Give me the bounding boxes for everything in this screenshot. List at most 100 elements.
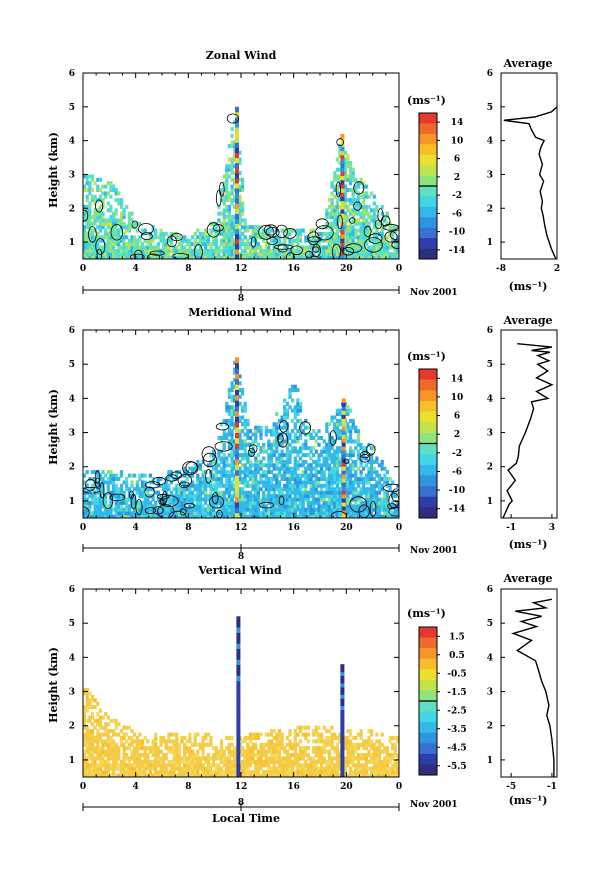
heatmap-cell bbox=[191, 770, 195, 775]
heatmap-cell bbox=[317, 436, 321, 440]
heatmap-cell bbox=[306, 432, 310, 437]
heatmap-cell bbox=[177, 746, 181, 751]
heatmap-cell bbox=[283, 439, 287, 444]
heatmap-cell bbox=[138, 500, 142, 505]
heatmap-cell bbox=[109, 756, 113, 761]
heatmap-cell bbox=[254, 507, 258, 512]
heatmap-cell bbox=[130, 773, 134, 777]
heatmap-cell bbox=[293, 436, 297, 440]
heatmap-cell bbox=[275, 753, 279, 758]
heatmap-cell bbox=[367, 215, 371, 219]
heatmap-cell bbox=[227, 394, 231, 399]
heatmap-cell bbox=[109, 242, 113, 247]
heatmap-cell bbox=[272, 753, 276, 758]
heatmap-cell bbox=[309, 446, 313, 451]
heatmap-cell bbox=[138, 504, 142, 509]
heatmap-cell bbox=[219, 739, 224, 744]
heatmap-cell bbox=[320, 753, 324, 758]
heatmap-cell bbox=[196, 759, 200, 764]
heatmap-cell bbox=[298, 483, 303, 488]
heatmap-cell bbox=[372, 487, 376, 492]
heatmap-cell bbox=[325, 729, 329, 734]
heatmap-cell bbox=[277, 514, 282, 518]
heatmap-cell bbox=[98, 746, 102, 751]
heatmap-cell bbox=[138, 245, 142, 250]
heatmap-cell bbox=[233, 248, 237, 253]
heatmap-cell bbox=[356, 449, 361, 454]
heatmap-cell bbox=[235, 501, 239, 508]
heatmap-cell bbox=[291, 497, 295, 502]
heatmap-cell bbox=[275, 425, 279, 430]
heatmap-cell bbox=[85, 215, 89, 219]
heatmap-cell bbox=[322, 514, 326, 518]
heatmap-cell bbox=[312, 242, 316, 247]
heatmap-cell bbox=[343, 191, 347, 196]
heatmap-cell bbox=[130, 739, 134, 744]
heatmap-cell bbox=[251, 470, 255, 475]
heatmap-cell bbox=[198, 756, 203, 761]
heatmap-cell bbox=[375, 238, 379, 243]
heatmap-cell bbox=[349, 225, 353, 230]
heatmap-cell bbox=[167, 248, 171, 253]
heatmap-cell bbox=[270, 514, 274, 518]
heatmap-cell bbox=[296, 497, 300, 502]
heatmap-cell bbox=[293, 507, 297, 512]
heatmap-cell bbox=[117, 746, 121, 751]
heatmap-cell bbox=[396, 511, 399, 516]
heatmap-cell bbox=[243, 770, 247, 775]
heatmap-cell bbox=[230, 759, 234, 764]
heatmap-cell bbox=[248, 773, 253, 777]
heatmap-cell bbox=[233, 514, 237, 518]
heatmap-cell bbox=[230, 238, 234, 243]
heatmap-cell bbox=[230, 405, 234, 410]
heatmap-cell bbox=[349, 490, 353, 495]
heatmap-cell bbox=[267, 255, 271, 259]
heatmap-cell bbox=[335, 494, 339, 499]
heatmap-cell bbox=[217, 228, 221, 233]
heatmap-cell bbox=[380, 477, 384, 481]
heatmap-cell bbox=[98, 228, 102, 233]
heatmap-cell bbox=[341, 414, 346, 419]
heatmap-cell bbox=[241, 429, 245, 434]
heatmap-cell bbox=[267, 231, 271, 236]
heatmap-cell bbox=[354, 500, 358, 505]
heatmap-cell bbox=[238, 432, 242, 437]
heatmap-cell bbox=[238, 198, 242, 203]
heatmap-cell bbox=[335, 766, 339, 771]
heatmap-cell bbox=[143, 746, 147, 751]
heatmap-cell bbox=[314, 255, 318, 259]
heatmap-cell bbox=[285, 248, 289, 253]
heatmap-cell bbox=[325, 255, 329, 259]
heatmap-cell bbox=[227, 463, 231, 468]
heatmap-cell bbox=[114, 252, 118, 257]
heatmap-cell bbox=[280, 490, 284, 495]
heatmap-cell bbox=[180, 497, 184, 502]
heatmap-cell bbox=[283, 766, 287, 771]
heatmap-cell bbox=[241, 494, 245, 499]
heatmap-cell bbox=[351, 453, 355, 458]
heatmap-cell bbox=[267, 456, 271, 461]
heatmap-cell bbox=[296, 429, 300, 434]
heatmap-cell bbox=[293, 425, 297, 430]
heatmap-cell bbox=[320, 746, 324, 751]
heatmap-cell bbox=[191, 242, 195, 247]
heatmap-cell bbox=[159, 255, 163, 259]
heatmap-cell bbox=[241, 177, 245, 182]
heatmap-cell bbox=[256, 770, 260, 775]
heatmap-cell bbox=[85, 507, 89, 512]
heatmap-cell bbox=[349, 248, 353, 253]
panel-title: Meridional Wind bbox=[188, 306, 292, 319]
heatmap-cell bbox=[301, 442, 305, 447]
colorbar-swatch bbox=[419, 400, 437, 412]
heatmap-cell bbox=[85, 218, 89, 223]
heatmap-cell bbox=[230, 418, 234, 423]
heatmap-cell bbox=[93, 470, 97, 475]
heatmap-cell bbox=[288, 742, 292, 747]
heatmap-cell bbox=[317, 739, 321, 744]
heatmap-cell bbox=[140, 504, 145, 509]
heatmap-cell bbox=[183, 255, 187, 259]
heatmap-cell bbox=[380, 466, 384, 471]
contour-line bbox=[211, 492, 219, 505]
heatmap-cell bbox=[251, 511, 255, 516]
heatmap-cell bbox=[227, 228, 231, 233]
